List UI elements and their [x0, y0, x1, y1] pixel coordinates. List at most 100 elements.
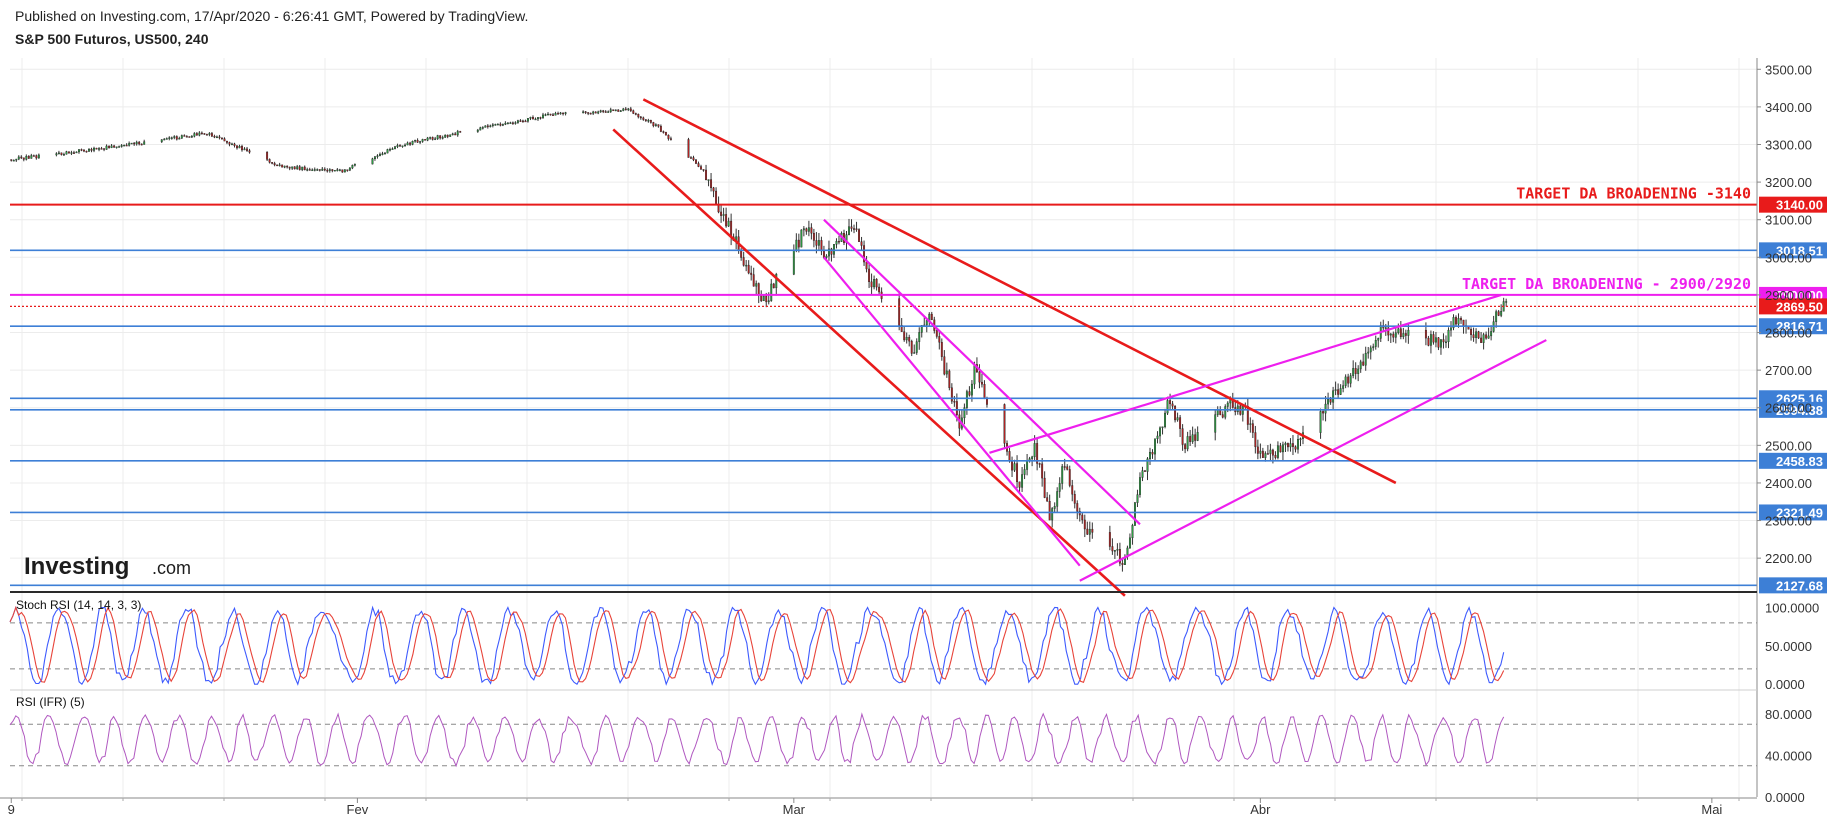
candle-body — [695, 159, 697, 164]
candle-body — [198, 132, 201, 136]
candle-body — [1091, 528, 1094, 533]
candle-body — [514, 122, 517, 124]
candle-body — [1053, 506, 1056, 509]
candle-body — [301, 166, 304, 170]
candle-body — [1189, 436, 1192, 442]
level-badge — [1759, 298, 1827, 315]
candle-body — [1159, 427, 1161, 437]
candle-body — [291, 166, 294, 169]
candle-body — [135, 141, 138, 145]
candle-body — [1324, 403, 1327, 414]
candle-body — [326, 169, 329, 172]
candle-body — [963, 407, 966, 419]
candle-body — [476, 129, 479, 132]
candle-body — [1485, 334, 1488, 339]
candle-body — [795, 239, 798, 251]
candle-body — [236, 145, 238, 149]
candle-body — [105, 145, 108, 150]
candle-body — [22, 157, 25, 160]
candle-body — [850, 226, 853, 229]
candle-body — [594, 111, 597, 114]
candle-body — [1038, 463, 1041, 465]
candle-body — [1108, 532, 1111, 547]
candle-body — [742, 257, 745, 266]
candle-body — [246, 148, 248, 151]
candle-body — [1216, 409, 1219, 415]
candle-body — [943, 356, 946, 375]
candle-body — [587, 112, 590, 114]
candle-body — [1424, 329, 1427, 339]
candle-body — [396, 145, 399, 147]
candle-body — [597, 111, 600, 114]
stoch-tick-label: 100.0000 — [1765, 601, 1819, 616]
candle-body — [434, 138, 437, 140]
candle-body — [913, 352, 916, 354]
candle-body — [180, 135, 183, 139]
candle-body — [220, 137, 223, 140]
candle-body — [481, 127, 484, 129]
candle-body — [1149, 451, 1151, 460]
candle-body — [381, 153, 384, 155]
candle-body — [652, 122, 655, 126]
candle-body — [910, 340, 913, 354]
candle-body — [1332, 390, 1335, 403]
candle-body — [509, 122, 512, 124]
candle-body — [321, 168, 324, 171]
candle-body — [527, 118, 529, 122]
candle-body — [775, 274, 778, 289]
candle-body — [752, 274, 755, 287]
candle-body — [805, 228, 808, 232]
candle-body — [1018, 481, 1021, 488]
rsi-panel: 80.0000 40.0000 0.0000 RSI (IFR) (5) — [9, 695, 1812, 805]
axis-tick-label: 2200.00 — [1765, 551, 1812, 566]
candle-body — [55, 153, 58, 156]
candle-body — [401, 145, 404, 147]
candle-body — [1256, 446, 1259, 454]
stoch-panel-label: Stoch RSI (14, 14, 3, 3) — [16, 598, 141, 612]
candle-body — [27, 156, 30, 159]
rsi-tick-label: 80.0000 — [1765, 707, 1812, 722]
candle-body — [130, 142, 133, 145]
candle-body — [1056, 491, 1059, 507]
candle-body — [722, 214, 725, 216]
chart-header: Published on Investing.com, 17/Apr/2020 … — [15, 8, 528, 47]
candle-body — [266, 151, 269, 160]
grid — [10, 58, 1757, 797]
level-badge — [1759, 196, 1827, 213]
candle-body — [657, 124, 660, 127]
candle-body — [88, 148, 90, 152]
candle-body — [1322, 411, 1325, 414]
level-badge — [1759, 504, 1827, 521]
candle-body — [715, 190, 718, 205]
candle-body — [1377, 338, 1380, 341]
candle-body — [747, 264, 750, 274]
candle-body — [539, 117, 542, 119]
candle-body — [524, 120, 527, 123]
candle-body — [534, 118, 537, 121]
level-badge — [1759, 242, 1827, 259]
candle-body — [243, 148, 246, 151]
candle-body — [348, 167, 351, 171]
candle-body — [810, 227, 813, 234]
candle-body — [552, 114, 554, 116]
candle-body — [1048, 501, 1051, 521]
candle-body — [750, 272, 753, 275]
candle-body — [835, 240, 838, 245]
candle-body — [75, 151, 78, 154]
candle-body — [391, 148, 394, 150]
candle-body — [604, 111, 607, 113]
candle-body — [73, 152, 75, 154]
candle-body — [491, 124, 494, 127]
candle-body — [1297, 439, 1299, 450]
candle-body — [1339, 388, 1342, 395]
candle-body — [424, 139, 427, 141]
candle-body — [95, 147, 98, 150]
candle-body — [1088, 528, 1091, 535]
candle-body — [67, 151, 70, 154]
candle-body — [687, 139, 690, 158]
axis-tick-label: 2600.00 — [1765, 401, 1812, 416]
candle-body — [170, 137, 173, 139]
candle-body — [772, 283, 775, 289]
axis-tick-label: 3400.00 — [1765, 100, 1812, 115]
